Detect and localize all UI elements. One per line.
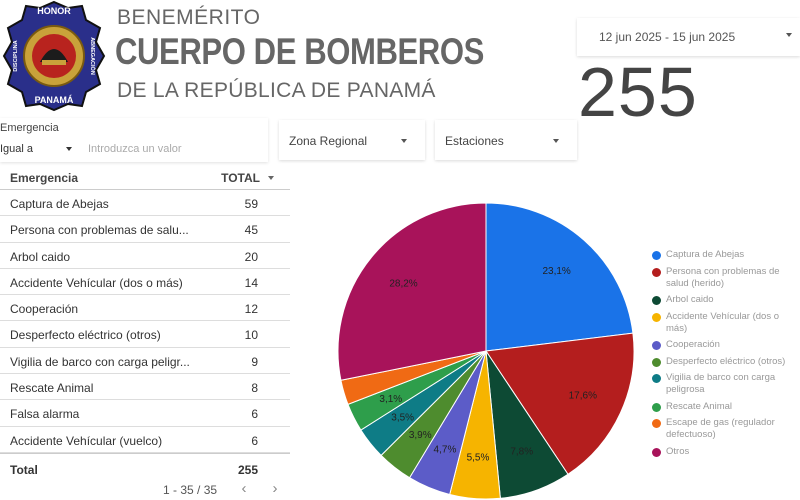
legend-swatch bbox=[652, 267, 661, 277]
date-range-value: 12 jun 2025 - 15 jun 2025 bbox=[599, 30, 736, 44]
legend-swatch bbox=[652, 312, 661, 322]
table-row[interactable]: Desperfecto eléctrico (otros) 10 bbox=[0, 321, 290, 348]
legend-item[interactable]: Arbol caido bbox=[650, 294, 800, 306]
row-emergency-name: Accidente Vehícular (vuelco) bbox=[10, 433, 163, 448]
total-value: 255 bbox=[237, 462, 258, 477]
estaciones-label: Estaciones bbox=[445, 134, 504, 148]
chevron-left-icon[interactable]: ‹ bbox=[241, 480, 247, 497]
table-row[interactable]: Cooperación 12 bbox=[0, 295, 290, 322]
legend-swatch bbox=[652, 251, 661, 260]
column-header-total[interactable]: TOTAL bbox=[221, 171, 260, 185]
header-line-1: BENEMÉRITO bbox=[117, 6, 261, 29]
chevron-down-icon bbox=[401, 139, 407, 143]
sort-descending-icon[interactable] bbox=[268, 176, 274, 180]
pie-slice[interactable] bbox=[485, 202, 634, 352]
table-row[interactable]: Accidente Vehícular (vuelco) 6 bbox=[0, 427, 290, 453]
row-emergency-name: Cooperación bbox=[10, 302, 79, 317]
legend-swatch bbox=[652, 419, 661, 428]
row-total-value: 6 bbox=[251, 433, 258, 448]
row-emergency-name: Captura de Abejas bbox=[10, 197, 109, 211]
legend-label: Persona con problemas de salud (herido) bbox=[666, 265, 780, 289]
legend-swatch bbox=[652, 357, 661, 367]
legend-label: Vigilia de barco con carga peligrosa bbox=[666, 372, 776, 395]
chevron-down-icon[interactable] bbox=[66, 147, 72, 151]
row-total-value: 20 bbox=[244, 249, 258, 264]
row-emergency-name: Arbol caido bbox=[10, 249, 71, 264]
legend-swatch bbox=[652, 402, 661, 412]
chevron-right-icon[interactable]: › bbox=[272, 480, 278, 497]
row-emergency-name: Persona con problemas de salu... bbox=[10, 223, 189, 238]
pie-slice[interactable] bbox=[485, 332, 635, 475]
legend-label: Accidente Vehícular (dos o más) bbox=[666, 310, 780, 334]
header-title: CUERPO DE BOMBEROS bbox=[115, 31, 484, 72]
legend-item[interactable]: Accidente Vehícular (dos o más) bbox=[650, 311, 800, 335]
chevron-down-icon bbox=[553, 139, 559, 143]
pagination-text: 1 - 35 / 35 bbox=[163, 483, 218, 497]
row-emergency-name: Falsa alarma bbox=[10, 407, 80, 422]
row-emergency-name: Desperfecto eléctrico (otros) bbox=[10, 328, 161, 343]
legend-label: Rescate Animal bbox=[666, 400, 733, 412]
row-total-value: 12 bbox=[244, 302, 258, 317]
legend-item[interactable]: Cooperación bbox=[650, 339, 800, 351]
filter-value-input[interactable] bbox=[88, 141, 263, 157]
total-label: Total bbox=[10, 462, 38, 477]
row-total-value: 10 bbox=[244, 328, 258, 343]
estaciones-dropdown[interactable]: Estaciones bbox=[435, 120, 577, 160]
date-range-picker[interactable]: 12 jun 2025 - 15 jun 2025 bbox=[577, 18, 800, 56]
table-row[interactable]: Vigilia de barco con carga peligr... 9 bbox=[0, 348, 290, 375]
table-row[interactable]: Arbol caido 20 bbox=[0, 243, 290, 269]
chart-legend: Captura de Abejas Persona con problemas d… bbox=[650, 249, 800, 462]
legend-item[interactable]: Escape de gas (regulador defectuoso) bbox=[650, 417, 800, 441]
badge-top-text: HONOR bbox=[37, 6, 71, 16]
header-line-3: DE LA REPÚBLICA DE PANAMÁ bbox=[117, 79, 436, 102]
table-header: Emergencia TOTAL bbox=[0, 166, 290, 190]
total-scorecard: 255 bbox=[578, 53, 698, 131]
table-total-row: Total 255 bbox=[0, 452, 290, 481]
emergency-table: Emergencia TOTAL Captura de Abejas 59 Pers… bbox=[0, 166, 290, 481]
zona-regional-label: Zona Regional bbox=[289, 134, 368, 148]
column-header-emergencia[interactable]: Emergencia bbox=[10, 171, 79, 185]
badge-bottom-text: PANAMÁ bbox=[35, 95, 74, 105]
legend-label: Desperfecto eléctrico (otros) bbox=[666, 355, 786, 367]
row-total-value: 45 bbox=[244, 223, 258, 238]
zona-regional-dropdown[interactable]: Zona Regional bbox=[279, 120, 425, 160]
legend-item[interactable]: Vigilia de barco con carga peligrosa bbox=[650, 372, 800, 396]
legend-item[interactable]: Persona con problemas de salud (herido) bbox=[650, 266, 800, 290]
legend-label: Cooperación bbox=[666, 339, 720, 350]
table-row[interactable]: Rescate Animal 8 bbox=[0, 374, 290, 401]
table-row[interactable]: Accidente Vehícular (dos o más) 14 bbox=[0, 269, 290, 296]
badge-left-text: DISCIPLINA bbox=[13, 40, 19, 71]
emergency-filter-label: Emergencia bbox=[0, 122, 59, 134]
filter-operator-select[interactable]: Igual a bbox=[0, 143, 34, 155]
legend-label: Otros bbox=[666, 445, 690, 457]
row-emergency-name: Rescate Animal bbox=[10, 381, 94, 396]
legend-label: Captura de Abejas bbox=[666, 249, 745, 260]
table-row[interactable]: Persona con problemas de salu... 45 bbox=[0, 216, 290, 243]
fire-department-badge: HONOR PANAMÁ DISCIPLINA ABNEGACIÓN bbox=[2, 0, 106, 112]
legend-label: Arbol caido bbox=[666, 294, 714, 305]
legend-swatch bbox=[652, 374, 661, 383]
row-emergency-name: Accidente Vehícular (dos o más) bbox=[10, 275, 183, 290]
legend-item[interactable]: Rescate Animal bbox=[650, 401, 800, 413]
row-total-value: 14 bbox=[244, 275, 258, 290]
row-total-value: 59 bbox=[244, 197, 258, 211]
legend-swatch bbox=[652, 447, 661, 457]
table-row[interactable]: Captura de Abejas 59 bbox=[0, 190, 290, 217]
legend-swatch bbox=[652, 296, 661, 305]
legend-item[interactable]: Otros bbox=[650, 446, 800, 458]
legend-swatch bbox=[652, 341, 661, 350]
table-row[interactable]: Falsa alarma 6 bbox=[0, 400, 290, 427]
pie-slice[interactable] bbox=[337, 202, 487, 381]
legend-item[interactable]: Desperfecto eléctrico (otros) bbox=[650, 356, 800, 368]
row-emergency-name: Vigilia de barco con carga peligr... bbox=[10, 354, 190, 369]
chevron-down-icon bbox=[786, 33, 792, 37]
legend-item[interactable]: Captura de Abejas bbox=[650, 249, 800, 261]
row-total-value: 8 bbox=[251, 381, 258, 396]
badge-right-text: ABNEGACIÓN bbox=[89, 37, 97, 75]
row-total-value: 6 bbox=[251, 407, 258, 422]
emergency-filter: Emergencia Igual a bbox=[0, 118, 268, 162]
row-total-value: 9 bbox=[251, 354, 258, 369]
legend-label: Escape de gas (regulador defectuoso) bbox=[666, 417, 775, 440]
